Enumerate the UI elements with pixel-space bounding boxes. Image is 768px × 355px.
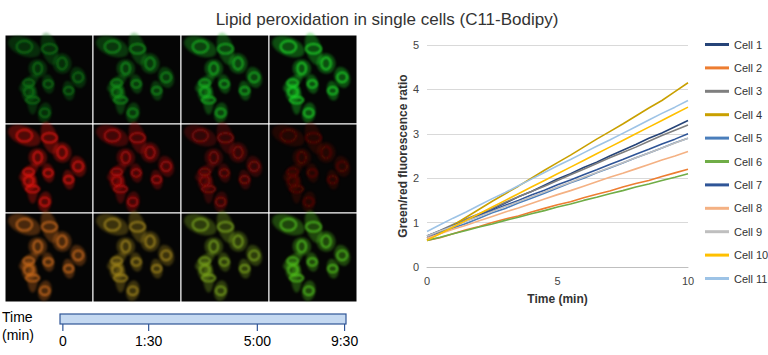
svg-text:Cell 3: Cell 3 — [734, 85, 762, 97]
svg-text:Cell 2: Cell 2 — [734, 62, 762, 74]
svg-text:Cell 10: Cell 10 — [734, 249, 768, 261]
svg-text:Green/red fluorescence ratio: Green/red fluorescence ratio — [396, 74, 410, 237]
svg-text:Cell 11: Cell 11 — [734, 273, 767, 285]
svg-text:Cell 1: Cell 1 — [734, 39, 762, 51]
svg-text:0: 0 — [424, 275, 430, 287]
svg-text:Cell 9: Cell 9 — [734, 226, 762, 238]
svg-text:(min): (min) — [2, 327, 34, 343]
svg-text:Time: Time — [2, 309, 33, 325]
svg-text:5: 5 — [413, 39, 419, 51]
svg-text:3: 3 — [413, 128, 419, 140]
svg-text:1:30: 1:30 — [135, 333, 162, 349]
svg-text:0: 0 — [413, 261, 419, 273]
svg-text:10: 10 — [682, 275, 694, 287]
svg-text:0: 0 — [59, 333, 67, 349]
svg-text:Cell 7: Cell 7 — [734, 179, 762, 191]
svg-text:Cell 6: Cell 6 — [734, 156, 762, 168]
svg-text:Time (min): Time (min) — [527, 292, 587, 306]
svg-text:Cell 8: Cell 8 — [734, 202, 762, 214]
svg-text:Cell 4: Cell 4 — [734, 109, 762, 121]
svg-text:5: 5 — [554, 275, 560, 287]
svg-text:Lipid peroxidation in single c: Lipid peroxidation in single cells (C11-… — [216, 10, 559, 29]
svg-text:Cell 5: Cell 5 — [734, 132, 762, 144]
svg-text:4: 4 — [413, 83, 419, 95]
svg-text:5:00: 5:00 — [244, 333, 271, 349]
svg-text:9:30: 9:30 — [331, 333, 358, 349]
svg-text:1: 1 — [413, 217, 419, 229]
svg-text:2: 2 — [413, 172, 419, 184]
